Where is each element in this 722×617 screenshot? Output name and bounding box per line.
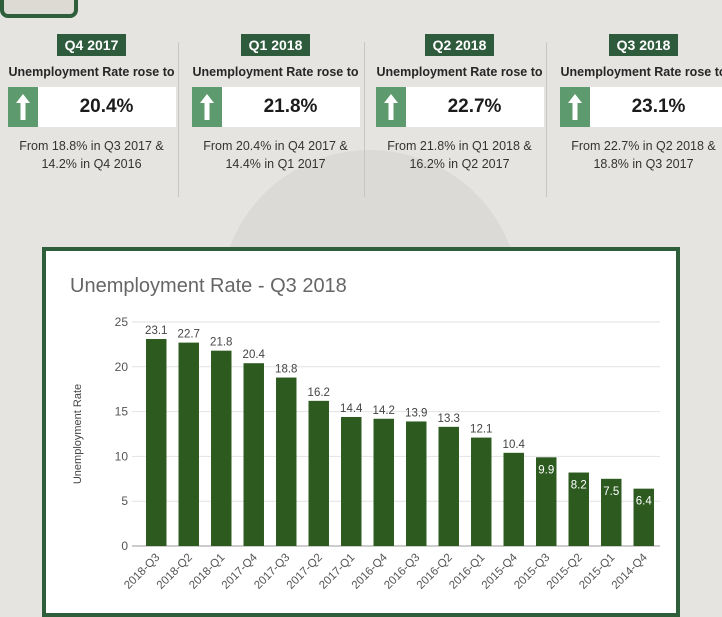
data-label: 14.2	[373, 405, 395, 417]
y-tick-label: 0	[121, 539, 128, 553]
logo-icon	[0, 0, 78, 18]
quarter-badge: Q4 2017	[57, 34, 127, 56]
data-label: 13.3	[438, 413, 460, 425]
rate-value: 21.8%	[222, 87, 360, 127]
quarter-badge: Q1 2018	[241, 34, 311, 56]
rose-label: Unemployment Rate rose to	[556, 65, 722, 79]
rate-value: 20.4%	[38, 87, 176, 127]
data-label: 7.5	[603, 486, 619, 498]
bar	[406, 421, 426, 546]
stat-card: Q3 2018 Unemployment Rate rose to 23.1% Fro…	[556, 30, 722, 173]
data-label: 16.2	[308, 387, 330, 399]
bar	[146, 339, 166, 546]
value-box: 21.8%	[192, 87, 360, 127]
data-label: 18.8	[275, 364, 297, 376]
y-tick-label: 25	[115, 315, 129, 329]
comparison-text: From 21.8% in Q1 2018 &16.2% in Q2 2017	[372, 137, 547, 173]
value-box: 22.7%	[376, 87, 544, 127]
data-label: 20.4	[243, 349, 266, 361]
quarter-badge: Q3 2018	[609, 34, 679, 56]
y-tick-label: 20	[115, 360, 129, 374]
up-arrow-icon	[8, 87, 38, 127]
comparison-line: From 18.8% in Q3 2017 &	[4, 137, 179, 155]
bar	[471, 438, 491, 546]
data-label: 13.9	[405, 407, 427, 419]
data-label: 10.4	[503, 439, 526, 451]
y-tick-label: 15	[115, 405, 129, 419]
rate-value: 22.7%	[406, 87, 544, 127]
comparison-text: From 20.4% in Q4 2017 &14.4% in Q1 2017	[188, 137, 363, 173]
rose-label: Unemployment Rate rose to	[4, 65, 179, 79]
data-label: 23.1	[145, 325, 167, 337]
data-label: 22.7	[178, 329, 200, 341]
data-label: 21.8	[210, 337, 232, 349]
comparison-line: From 22.7% in Q2 2018 &	[556, 137, 722, 155]
bar	[504, 453, 524, 546]
data-label: 12.1	[470, 424, 492, 436]
up-arrow-icon	[376, 87, 406, 127]
data-label: 14.4	[340, 403, 363, 415]
comparison-line: 16.2% in Q2 2017	[372, 155, 547, 173]
bar	[309, 401, 329, 546]
data-label: 9.9	[538, 464, 554, 476]
value-box: 23.1%	[560, 87, 722, 127]
stat-card: Q4 2017 Unemployment Rate rose to 20.4% Fro…	[4, 30, 179, 173]
rate-value: 23.1%	[590, 87, 722, 127]
comparison-line: 14.4% in Q1 2017	[188, 155, 363, 173]
data-label: 8.2	[571, 480, 587, 492]
comparison-line: 14.2% in Q4 2016	[4, 155, 179, 173]
quarter-badge: Q2 2018	[425, 34, 495, 56]
up-arrow-icon	[192, 87, 222, 127]
bar	[244, 363, 264, 546]
x-tick-label: 2014-Q4	[610, 551, 651, 592]
bar	[179, 343, 199, 546]
card-divider	[364, 42, 365, 197]
rose-label: Unemployment Rate rose to	[372, 65, 547, 79]
bar	[211, 351, 231, 546]
y-tick-label: 5	[121, 494, 128, 508]
comparison-line: From 21.8% in Q1 2018 &	[372, 137, 547, 155]
rose-label: Unemployment Rate rose to	[188, 65, 363, 79]
stat-card: Q1 2018 Unemployment Rate rose to 21.8% Fro…	[188, 30, 363, 173]
value-box: 20.4%	[8, 87, 176, 127]
comparison-line: From 20.4% in Q4 2017 &	[188, 137, 363, 155]
y-tick-label: 10	[115, 449, 129, 463]
data-label: 6.4	[636, 496, 653, 508]
comparison-text: From 18.8% in Q3 2017 &14.2% in Q4 2016	[4, 137, 179, 173]
stat-card: Q2 2018 Unemployment Rate rose to 22.7% Fro…	[372, 30, 547, 173]
y-axis-label: Unemployment Rate	[72, 384, 84, 484]
stats-row: Q4 2017 Unemployment Rate rose to 20.4% Fro…	[0, 30, 722, 200]
bar	[276, 378, 296, 546]
bar	[374, 419, 394, 546]
bar	[341, 417, 361, 546]
up-arrow-icon	[560, 87, 590, 127]
comparison-text: From 22.7% in Q2 2018 &18.8% in Q3 2017	[556, 137, 722, 173]
bar	[439, 427, 459, 546]
comparison-line: 18.8% in Q3 2017	[556, 155, 722, 173]
